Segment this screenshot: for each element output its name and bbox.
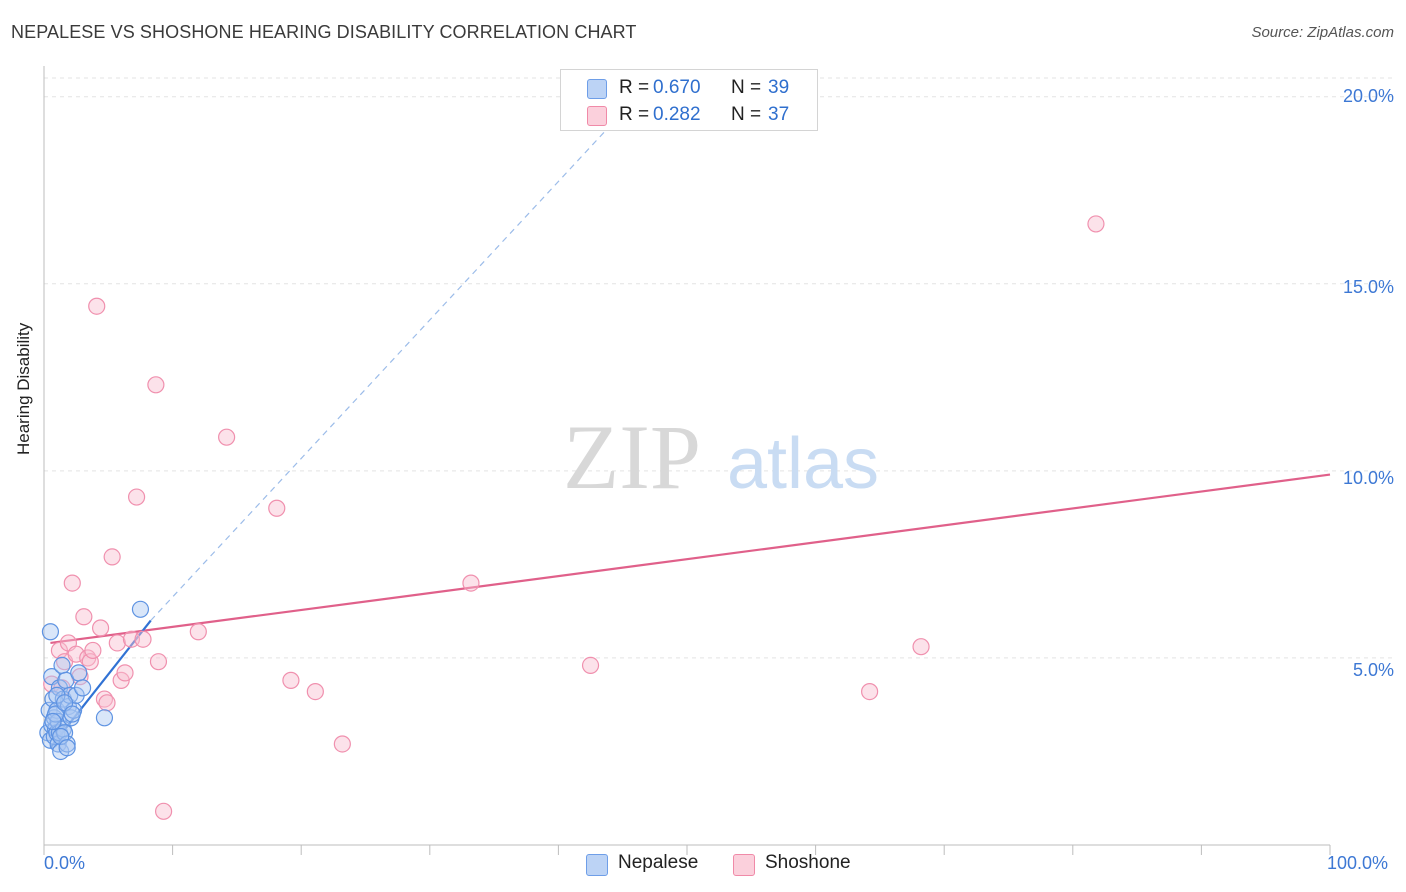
shoshone-point — [581, 656, 600, 675]
watermark: ZIP atlas — [563, 406, 879, 508]
shoshone-point — [1087, 215, 1105, 233]
legend-label: Nepalese — [618, 852, 699, 873]
shoshone-point — [81, 653, 99, 671]
n-label: N = — [731, 104, 762, 125]
grid — [44, 77, 1394, 659]
shoshone-point — [912, 638, 930, 656]
shoshone-point — [268, 499, 286, 517]
shoshone-point — [91, 619, 110, 637]
nepalese-point — [53, 656, 71, 675]
x-tick-label-min: 0.0% — [44, 853, 86, 873]
nepalese-swatch — [587, 79, 607, 99]
y-tick-label-10: 10.0% — [1342, 468, 1394, 488]
r-label: R = — [619, 104, 650, 125]
shoshone-point — [134, 630, 152, 648]
watermark-atlas: atlas — [727, 424, 879, 504]
shoshone-point — [116, 664, 134, 682]
shoshone-point — [462, 574, 480, 592]
nepalese-point — [73, 679, 92, 697]
shoshone-point — [149, 653, 168, 671]
n-label: N = — [731, 77, 762, 98]
shoshone-point — [75, 608, 93, 626]
shoshone-point — [154, 802, 173, 820]
nepalese-point — [70, 664, 88, 682]
nepalese-point — [63, 705, 81, 723]
x-tick-label-max: 100.0% — [1327, 853, 1389, 873]
chart-title: NEPALESE VS SHOSHONE HEARING DISABILITY … — [11, 22, 637, 42]
correlation-legend: R = 0.670 N = 39 R = 0.282 N = 37 — [560, 69, 818, 131]
shoshone-point — [88, 297, 106, 315]
nepalese-point — [41, 623, 60, 641]
y-tick-label-20: 20.0% — [1342, 86, 1394, 106]
shoshone-point — [84, 641, 102, 660]
shoshone-point — [306, 682, 324, 701]
shoshone-point — [127, 488, 146, 506]
nepalese-point — [44, 712, 62, 731]
y-axis-label: Hearing Disability — [14, 322, 33, 455]
n-value: 37 — [768, 104, 790, 125]
axes — [43, 66, 1331, 855]
shoshone-swatch — [733, 854, 755, 876]
nepalese-point — [131, 600, 150, 618]
r-label: R = — [619, 77, 650, 98]
data-points — [39, 215, 1105, 820]
nepalese-swatch — [586, 854, 608, 876]
shoshone-point — [103, 548, 121, 566]
r-value: 0.670 — [653, 77, 701, 98]
nepalese-trend-line — [49, 619, 152, 749]
shoshone-point — [333, 735, 351, 753]
legend-label: Shoshone — [765, 852, 851, 873]
n-value: 39 — [768, 77, 790, 98]
y-tick-label-5: 5.0% — [1352, 660, 1394, 680]
y-tick-label-15: 15.0% — [1342, 277, 1394, 297]
nepalese-trend-extension — [150, 118, 617, 621]
shoshone-point — [147, 376, 165, 394]
trend-lines — [49, 118, 1331, 749]
source-label: Source: ZipAtlas.com — [1251, 24, 1394, 41]
nepalese-point — [58, 739, 76, 757]
watermark-zip: ZIP — [563, 406, 701, 508]
nepalese-point — [95, 709, 114, 727]
shoshone-swatch — [587, 106, 607, 126]
r-value: 0.282 — [653, 104, 701, 125]
shoshone-point — [98, 694, 116, 712]
shoshone-point — [861, 682, 879, 701]
shoshone-point — [63, 574, 81, 592]
shoshone-trend-line — [50, 473, 1331, 645]
shoshone-point — [189, 623, 207, 641]
shoshone-point — [108, 634, 126, 652]
shoshone-point — [218, 428, 236, 446]
shoshone-point — [282, 671, 300, 689]
